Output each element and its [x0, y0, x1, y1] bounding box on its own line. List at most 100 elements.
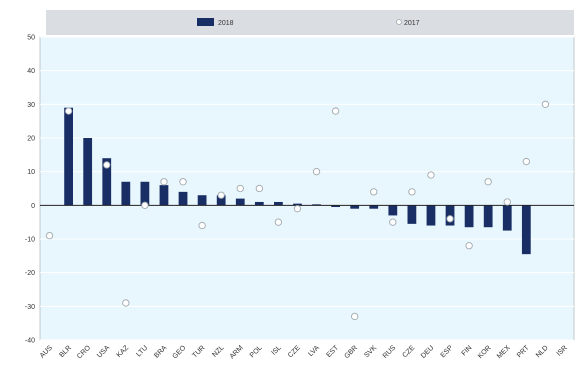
bar-2018	[369, 205, 379, 209]
x-tick-label: POL	[249, 344, 264, 359]
x-tick-label: DEU	[420, 344, 435, 359]
y-tick-label: 50	[27, 35, 35, 42]
bar-2018	[483, 205, 493, 228]
bar-2018	[350, 205, 360, 209]
legend-label-2018: 2018	[218, 20, 234, 27]
x-tick-label: CZE	[287, 344, 302, 359]
bar-2018	[464, 205, 474, 228]
x-tick-label: ARM	[229, 344, 245, 360]
x-tick-label: CRO	[76, 344, 92, 360]
bar-2018	[197, 195, 207, 206]
bar-2018	[331, 205, 340, 208]
y-axis-ticks: 50 40 30 20 10 0 -10 -20 -30 -40	[25, 35, 35, 345]
marker-2017	[541, 100, 550, 108]
x-tick-label: MEX	[496, 344, 512, 360]
x-tick-label: PRT	[516, 344, 531, 359]
marker-2017	[198, 221, 206, 230]
marker-2017	[160, 178, 168, 186]
bar-2018	[140, 181, 150, 206]
y-tick-label: 20	[27, 136, 35, 143]
x-tick-label: EST	[325, 344, 340, 359]
y-tick-label: -20	[25, 270, 35, 277]
bar-2018	[426, 205, 436, 226]
y-tick-label: -10	[25, 237, 35, 244]
marker-2017	[351, 312, 359, 321]
legend-band	[46, 10, 574, 35]
legend-label-2017: 2017	[404, 20, 420, 27]
x-tick-label: USA	[96, 344, 111, 359]
bar-2018	[274, 201, 283, 206]
bar-2018	[102, 158, 112, 206]
bar-2018	[502, 205, 512, 231]
bar-2018	[388, 205, 398, 216]
y-tick-label: 10	[27, 169, 35, 176]
x-tick-label: KAZ	[116, 344, 131, 359]
marker-2017	[293, 205, 302, 213]
x-tick-label: GBR	[343, 344, 359, 360]
x-tick-label: ISR	[556, 344, 569, 357]
bar-2018	[293, 203, 302, 206]
y-tick-label: 0	[31, 203, 35, 210]
bar-2018	[254, 201, 264, 206]
y-tick-label: 30	[27, 102, 35, 109]
legend-marker-2017	[396, 19, 402, 25]
bar-2018	[521, 205, 531, 255]
marker-2017	[389, 218, 397, 226]
x-tick-label: BLR	[58, 344, 73, 359]
marker-2017	[255, 184, 263, 193]
marker-2017	[274, 218, 283, 226]
x-tick-label: NLD	[535, 344, 550, 359]
marker-2017	[312, 168, 321, 176]
marker-2017	[45, 231, 54, 240]
marker-2017	[331, 107, 340, 115]
bar-2018	[64, 107, 73, 206]
x-tick-label: BRA	[153, 344, 168, 359]
marker-2017	[141, 201, 149, 209]
marker-2017	[179, 178, 187, 186]
x-tick-label: FIN	[461, 344, 474, 357]
y-tick-label: -40	[25, 338, 35, 345]
x-tick-label: LVA	[307, 344, 321, 358]
marker-2017	[408, 188, 416, 196]
marker-2017	[503, 198, 511, 206]
bar-2018	[407, 205, 417, 224]
x-tick-label: KOR	[477, 344, 493, 360]
bar-2018	[235, 198, 245, 206]
marker-2017	[427, 171, 435, 179]
marker-2017	[446, 215, 454, 223]
legend: 2018 2017	[197, 18, 420, 27]
y-tick-label: -30	[25, 304, 35, 311]
x-tick-label: RUS	[382, 344, 398, 360]
series-2017-markers	[45, 100, 550, 321]
x-tick-label: SVK	[363, 344, 378, 359]
marker-2017	[484, 178, 492, 186]
y-tick-label: 40	[27, 68, 35, 75]
x-tick-label: NZL	[211, 344, 225, 358]
bar-2018	[159, 185, 169, 206]
x-tick-label: LTU	[135, 344, 149, 358]
marker-2017	[522, 157, 530, 166]
series-2018-bars	[64, 107, 531, 255]
x-tick-label: AUS	[39, 344, 54, 359]
x-tick-label: ESP	[440, 344, 455, 359]
x-tick-label: CZE	[401, 344, 416, 359]
plot-area	[39, 36, 575, 341]
marker-2017	[465, 242, 473, 250]
x-tick-label: ISL	[270, 344, 282, 356]
bar-2018	[178, 191, 188, 206]
marker-2017	[122, 299, 130, 307]
bar-2018	[312, 204, 321, 206]
marker-2017	[236, 184, 244, 193]
marker-2017	[217, 191, 225, 199]
bar-2018	[121, 181, 131, 206]
bar-2018	[216, 195, 226, 206]
legend-swatch-2018	[197, 18, 214, 26]
x-tick-label: TUR	[191, 344, 206, 359]
marker-2017	[103, 161, 111, 169]
x-tick-label: GEO	[171, 344, 187, 360]
gridlines	[40, 36, 574, 341]
bar-2018	[83, 138, 93, 206]
marker-2017	[370, 188, 378, 196]
x-axis-ticks: AUS BLR CRO USA KAZ LTU BRA GEO TUR NZL ARM POL ISL C…	[39, 344, 569, 360]
